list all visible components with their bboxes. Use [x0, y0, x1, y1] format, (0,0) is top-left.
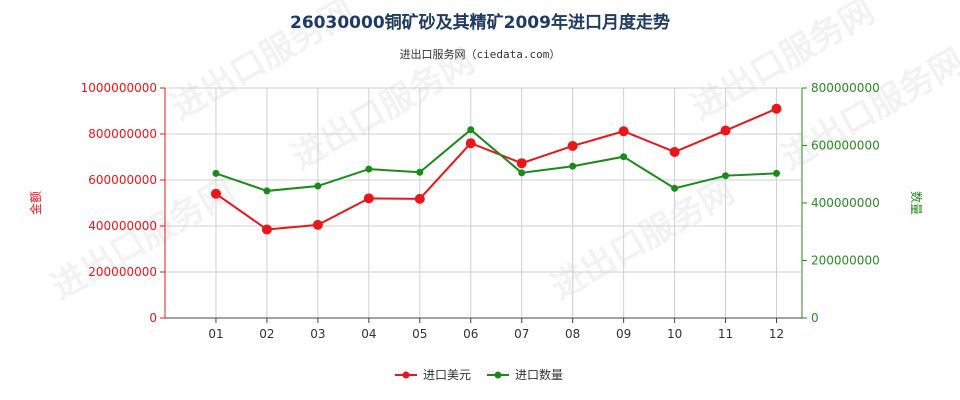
y-left-tick-label: 200000000	[88, 265, 157, 279]
series-1	[210, 103, 782, 235]
x-tick-label: 10	[667, 327, 682, 341]
data-point[interactable]	[363, 193, 374, 204]
y-right-tick-label: 0	[811, 311, 819, 325]
y-left-tick-label: 1000000000	[81, 81, 157, 95]
y-left-tick-label: 600000000	[88, 173, 157, 187]
chart-subtitle: 进出口服务网（ciedata.com）	[400, 47, 561, 61]
data-point[interactable]	[773, 169, 781, 177]
data-point[interactable]	[671, 184, 679, 192]
x-tick-label: 07	[514, 327, 529, 341]
series-line	[215, 107, 777, 231]
watermark-text: 进出口服务网	[285, 41, 482, 178]
data-point[interactable]	[210, 188, 221, 199]
x-tick-label: 12	[769, 327, 784, 341]
y-right-tick-label: 600000000	[811, 139, 880, 153]
data-point[interactable]	[416, 168, 424, 176]
x-tick-label: 04	[361, 327, 376, 341]
y-axis-right-label: 数量	[909, 191, 924, 215]
data-point[interactable]	[567, 140, 578, 151]
data-point[interactable]	[518, 169, 526, 177]
data-point[interactable]	[771, 103, 782, 114]
series-line	[215, 128, 777, 192]
data-point[interactable]	[516, 158, 527, 169]
legend-marker	[494, 371, 502, 379]
y-axis-left-label: 金额	[28, 191, 43, 215]
data-point[interactable]	[365, 165, 373, 173]
x-tick-label: 08	[565, 327, 580, 341]
y-right-tick-label: 400000000	[811, 196, 880, 210]
x-tick-label: 05	[412, 327, 427, 341]
series-group	[210, 103, 782, 235]
x-tick-label: 03	[310, 327, 325, 341]
data-point[interactable]	[414, 193, 425, 204]
chart-title: 26030000铜矿砂及其精矿2009年进口月度走势	[290, 12, 670, 33]
watermark-text: 进出口服务网	[545, 171, 742, 308]
data-point[interactable]	[212, 169, 220, 177]
y-left-tick-label: 400000000	[88, 219, 157, 233]
x-tick-label: 11	[718, 327, 733, 341]
series-2	[212, 126, 781, 195]
legend-item-1[interactable]: 进口美元	[395, 368, 471, 382]
x-tick-label: 02	[259, 327, 274, 341]
data-point[interactable]	[722, 172, 730, 180]
data-point[interactable]	[467, 126, 475, 134]
axes: 0200000000400000000600000000800000000100…	[81, 81, 880, 341]
y-right-tick-label: 200000000	[811, 254, 880, 268]
data-point[interactable]	[465, 138, 476, 149]
data-point[interactable]	[569, 162, 577, 170]
data-point[interactable]	[312, 219, 323, 230]
data-point[interactable]	[618, 126, 629, 137]
data-point[interactable]	[720, 125, 731, 136]
y-left-tick-label: 0	[149, 311, 157, 325]
x-tick-label: 01	[208, 327, 223, 341]
data-point[interactable]	[261, 224, 272, 235]
data-point[interactable]	[263, 187, 271, 195]
legend-label: 进口数量	[515, 367, 563, 382]
x-tick-label: 06	[463, 327, 478, 341]
x-tick-label: 09	[616, 327, 631, 341]
y-right-tick-label: 800000000	[811, 81, 880, 95]
data-point[interactable]	[314, 182, 322, 190]
legend-marker	[402, 371, 410, 379]
legend-label: 进口美元	[423, 368, 471, 382]
data-point[interactable]	[620, 153, 628, 161]
legend[interactable]: 进口美元 进口数量	[395, 367, 563, 382]
data-point[interactable]	[669, 146, 680, 157]
legend-item-2[interactable]: 进口数量	[487, 367, 563, 382]
y-left-tick-label: 800000000	[88, 127, 157, 141]
